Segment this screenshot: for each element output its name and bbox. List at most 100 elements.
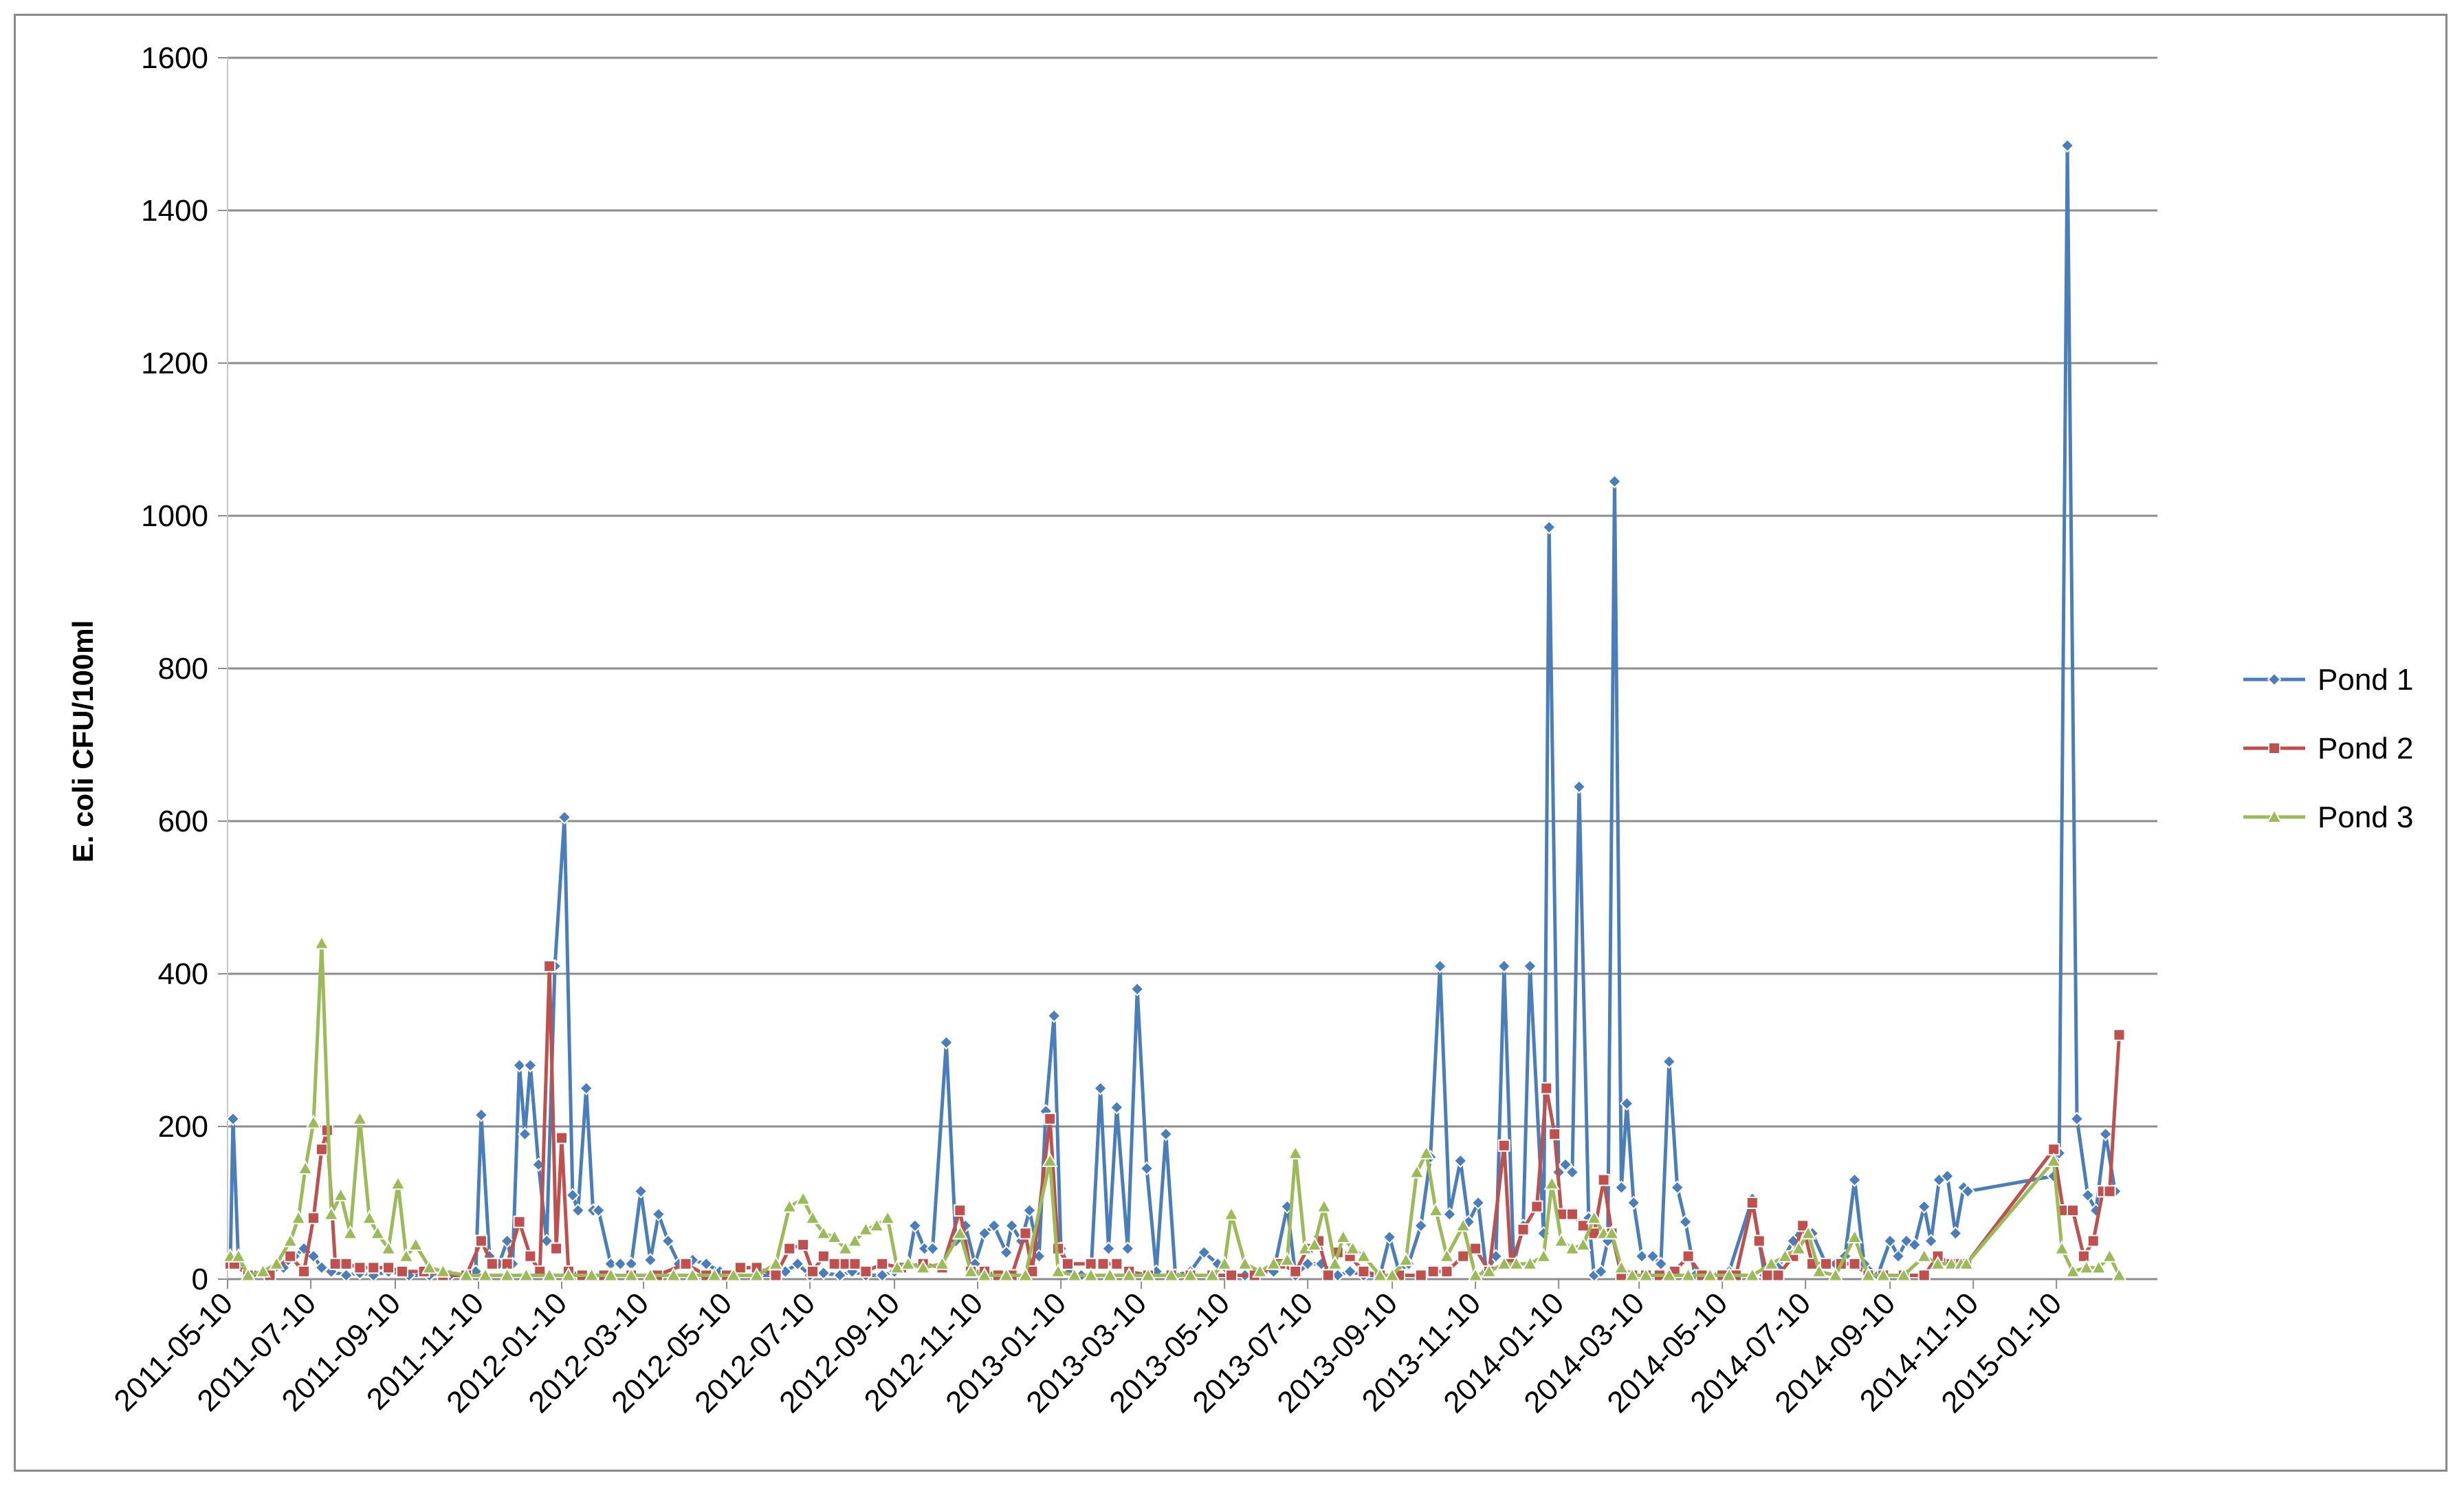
data-point bbox=[1670, 1180, 1685, 1195]
data-point bbox=[828, 1257, 841, 1270]
data-point bbox=[1662, 1054, 1677, 1069]
data-point bbox=[518, 1126, 532, 1142]
data-point bbox=[1958, 1255, 1974, 1270]
data-point bbox=[1327, 1255, 1343, 1270]
data-point bbox=[1442, 1207, 1457, 1222]
data-point bbox=[339, 1268, 354, 1283]
data-point bbox=[1382, 1230, 1397, 1245]
data-point bbox=[1575, 1236, 1592, 1252]
legend-label: Pond 2 bbox=[2318, 732, 2413, 765]
data-point bbox=[1521, 1255, 1539, 1270]
data-point bbox=[1530, 1200, 1543, 1213]
data-point bbox=[2098, 1126, 2113, 1142]
data-point bbox=[1414, 1269, 1427, 1282]
data-point bbox=[1917, 1269, 1930, 1282]
data-point bbox=[458, 1267, 474, 1282]
data-point bbox=[987, 1218, 1002, 1233]
data-point bbox=[1196, 1245, 1211, 1260]
data-point bbox=[1109, 1100, 1124, 1115]
data-point bbox=[474, 1234, 487, 1247]
x-tick-labels: 2011-05-102011-07-102011-09-102011-11-10… bbox=[108, 1286, 2069, 1419]
data-point bbox=[1763, 1255, 1780, 1270]
data-point bbox=[323, 1206, 340, 1221]
data-point bbox=[1761, 1269, 1774, 1282]
legend-marker bbox=[2268, 742, 2280, 754]
data-point bbox=[815, 1225, 832, 1240]
data-point bbox=[1752, 1234, 1766, 1247]
data-point bbox=[833, 1268, 848, 1283]
data-point bbox=[1321, 1269, 1334, 1282]
data-point bbox=[254, 1263, 272, 1278]
data-point bbox=[2113, 1028, 2126, 1041]
data-point bbox=[1120, 1241, 1135, 1256]
data-point bbox=[706, 1267, 723, 1282]
data-point bbox=[1265, 1255, 1282, 1270]
data-point bbox=[2045, 1152, 2062, 1167]
data-point bbox=[1907, 1237, 1922, 1252]
y-tick-label: 1400 bbox=[141, 194, 208, 228]
data-point bbox=[361, 1210, 378, 1225]
data-point bbox=[1875, 1267, 1891, 1282]
legend-marker bbox=[2267, 672, 2282, 687]
data-point bbox=[783, 1242, 796, 1255]
data-point bbox=[421, 1259, 438, 1274]
data-point bbox=[1101, 1267, 1119, 1282]
data-point bbox=[1917, 1199, 1932, 1214]
data-point bbox=[868, 1217, 885, 1232]
gridlines bbox=[228, 56, 2157, 1128]
data-point bbox=[1019, 1227, 1032, 1240]
data-point bbox=[1469, 1242, 1482, 1255]
legend-item: Pond 2 bbox=[2243, 732, 2413, 765]
data-point bbox=[1543, 1175, 1560, 1190]
data-point bbox=[1225, 1269, 1238, 1282]
y-tick-label: 200 bbox=[158, 1110, 208, 1144]
legend: Pond 1 Pond 2 Pond 3 bbox=[2243, 663, 2413, 834]
data-point bbox=[1022, 1203, 1037, 1218]
data-point bbox=[915, 1259, 932, 1274]
data-point bbox=[550, 1242, 563, 1255]
y-tick-label: 600 bbox=[158, 805, 208, 838]
data-point bbox=[846, 1232, 864, 1247]
data-point bbox=[1204, 1267, 1220, 1282]
axes bbox=[218, 57, 2157, 1289]
data-point bbox=[1860, 1267, 1877, 1282]
data-point bbox=[1891, 1249, 1906, 1264]
data-point bbox=[781, 1198, 798, 1213]
data-point bbox=[939, 1035, 954, 1050]
data-point bbox=[369, 1225, 386, 1240]
data-point bbox=[1594, 1264, 1609, 1279]
data-point bbox=[1847, 1173, 1862, 1188]
data-point bbox=[1721, 1267, 1737, 1282]
data-point bbox=[1017, 1267, 1034, 1282]
data-point bbox=[879, 1210, 896, 1225]
data-point bbox=[925, 1241, 940, 1256]
data-point bbox=[1517, 1223, 1530, 1236]
data-point bbox=[2077, 1250, 2090, 1263]
data-point bbox=[485, 1257, 498, 1270]
legend-marker bbox=[2266, 808, 2282, 823]
data-point bbox=[1289, 1265, 1302, 1278]
series-2 bbox=[223, 959, 2126, 1282]
data-point bbox=[623, 1267, 639, 1282]
data-point bbox=[661, 1234, 676, 1248]
data-point bbox=[284, 1250, 297, 1263]
data-point bbox=[556, 1131, 569, 1144]
data-point bbox=[1572, 779, 1587, 794]
data-point bbox=[332, 1186, 349, 1201]
y-tick-label: 800 bbox=[158, 652, 208, 686]
data-point bbox=[2101, 1247, 2118, 1263]
data-point bbox=[998, 1267, 1015, 1282]
data-point bbox=[1414, 1218, 1429, 1233]
data-point bbox=[1453, 1153, 1468, 1168]
data-point bbox=[240, 1267, 256, 1282]
data-point bbox=[1541, 520, 1556, 535]
data-point bbox=[1355, 1247, 1372, 1263]
data-point bbox=[1182, 1267, 1199, 1282]
data-point bbox=[826, 1228, 843, 1243]
data-point bbox=[817, 1250, 830, 1263]
data-point bbox=[367, 1261, 380, 1274]
data-point bbox=[1398, 1252, 1414, 1267]
data-point bbox=[1121, 1267, 1137, 1282]
data-point bbox=[999, 1245, 1014, 1260]
data-point bbox=[633, 1184, 648, 1199]
